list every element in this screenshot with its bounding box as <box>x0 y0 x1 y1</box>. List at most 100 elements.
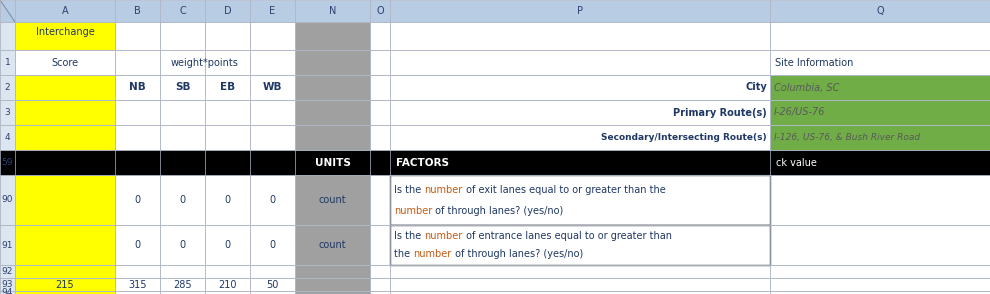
Bar <box>115 22 160 50</box>
Text: B: B <box>134 6 141 16</box>
Text: Primary Route(s): Primary Route(s) <box>673 108 767 118</box>
Text: E: E <box>269 6 275 16</box>
Text: 0: 0 <box>179 195 185 205</box>
Text: P: P <box>577 6 583 16</box>
Text: 93: 93 <box>2 280 13 289</box>
Text: Q: Q <box>876 6 884 16</box>
Bar <box>0 225 15 265</box>
Bar <box>15 125 115 150</box>
Text: 215: 215 <box>55 280 74 290</box>
Bar <box>295 50 370 75</box>
Text: D: D <box>224 6 232 16</box>
Bar <box>390 50 770 75</box>
Bar <box>250 265 295 278</box>
Bar <box>115 0 160 22</box>
Bar <box>390 265 770 278</box>
Text: of through lanes? (yes/no): of through lanes? (yes/no) <box>433 206 563 216</box>
Text: number: number <box>394 206 433 216</box>
Bar <box>770 75 990 100</box>
Bar <box>370 225 390 265</box>
Bar <box>250 175 295 225</box>
Bar <box>160 0 205 22</box>
Bar <box>370 175 390 225</box>
Bar <box>295 75 370 100</box>
Text: FACTORS: FACTORS <box>396 158 449 168</box>
Bar <box>370 265 390 278</box>
Text: 92: 92 <box>2 267 13 276</box>
Bar <box>115 100 160 125</box>
Bar <box>370 75 390 100</box>
Bar <box>205 175 250 225</box>
Bar <box>390 175 770 225</box>
Text: 315: 315 <box>129 280 147 290</box>
Bar <box>115 225 160 265</box>
Bar <box>160 278 205 291</box>
Bar <box>160 291 205 294</box>
Bar <box>0 150 15 175</box>
Text: 285: 285 <box>173 280 192 290</box>
Bar <box>250 75 295 100</box>
Bar <box>15 175 115 225</box>
Bar <box>0 0 15 22</box>
Text: Columbia, SC: Columbia, SC <box>774 83 840 93</box>
Bar <box>0 150 990 175</box>
Text: Site Information: Site Information <box>775 58 853 68</box>
Bar <box>250 278 295 291</box>
Text: 91: 91 <box>2 240 13 250</box>
Text: ck value: ck value <box>776 158 817 168</box>
Bar <box>15 225 115 265</box>
Bar <box>15 100 115 125</box>
Text: SB: SB <box>175 83 190 93</box>
Text: O: O <box>376 6 384 16</box>
Bar <box>770 265 990 278</box>
Text: EB: EB <box>220 83 235 93</box>
Bar <box>295 265 370 278</box>
Text: number: number <box>425 231 462 241</box>
Bar <box>205 0 250 22</box>
Text: weight*points: weight*points <box>171 58 239 68</box>
Bar <box>295 175 370 225</box>
Bar <box>770 100 990 125</box>
Bar <box>205 50 250 75</box>
Bar <box>0 175 15 225</box>
Bar <box>370 100 390 125</box>
Bar <box>390 75 770 100</box>
Bar <box>0 50 15 75</box>
Bar <box>250 100 295 125</box>
Bar <box>770 125 990 150</box>
Text: Interchange: Interchange <box>36 27 94 37</box>
Bar <box>770 278 990 291</box>
Text: Score: Score <box>51 58 78 68</box>
Bar <box>160 100 205 125</box>
Bar <box>390 278 770 291</box>
Bar <box>250 291 295 294</box>
Bar <box>115 175 160 225</box>
Bar <box>390 22 770 50</box>
Bar <box>370 278 390 291</box>
Bar <box>15 291 115 294</box>
Bar <box>160 50 205 75</box>
Bar <box>250 125 295 150</box>
Text: 210: 210 <box>218 280 237 290</box>
Bar <box>390 291 770 294</box>
Bar <box>390 0 770 22</box>
Text: City: City <box>745 83 767 93</box>
Text: count: count <box>319 195 346 205</box>
Bar <box>160 265 205 278</box>
Bar <box>160 225 205 265</box>
Bar <box>770 291 990 294</box>
Text: A: A <box>61 6 68 16</box>
Bar <box>115 265 160 278</box>
Bar <box>295 125 370 150</box>
Bar <box>250 50 295 75</box>
Text: 2: 2 <box>5 83 10 92</box>
Text: 0: 0 <box>269 240 275 250</box>
Text: of through lanes? (yes/no): of through lanes? (yes/no) <box>451 249 583 259</box>
Bar <box>205 225 250 265</box>
Bar <box>770 0 990 22</box>
Bar <box>0 100 15 125</box>
Bar <box>250 225 295 265</box>
Text: 1: 1 <box>5 58 10 67</box>
Bar <box>115 75 160 100</box>
Bar <box>370 291 390 294</box>
